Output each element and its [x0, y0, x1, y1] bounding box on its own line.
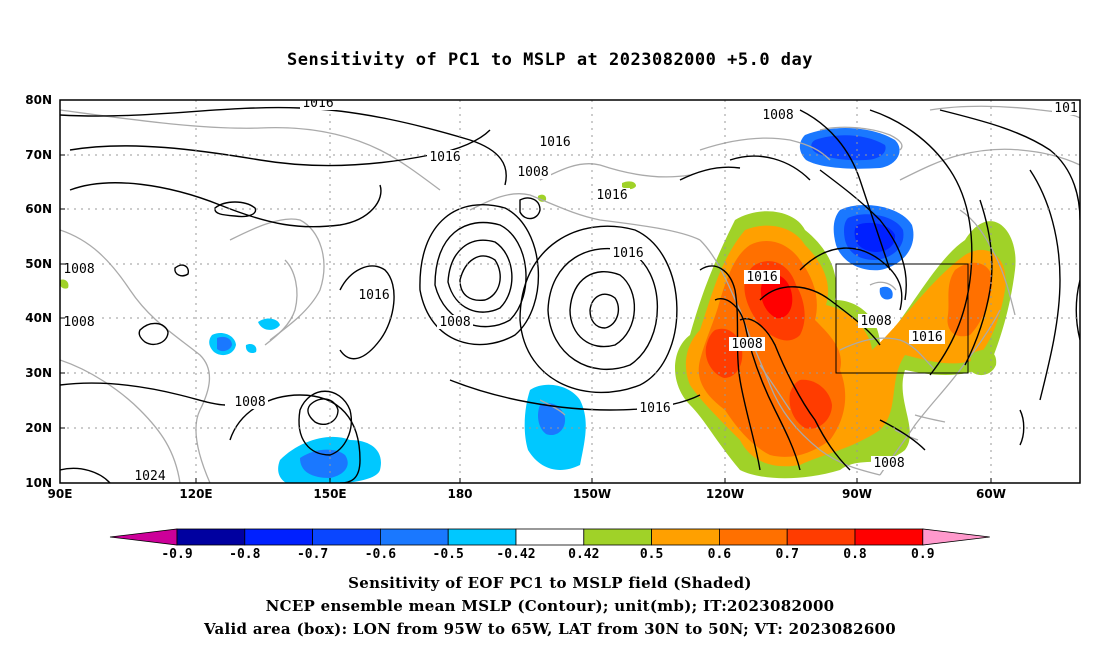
svg-text:1016: 1016 — [746, 270, 777, 285]
svg-text:1008: 1008 — [439, 315, 470, 330]
contour-label: 1008 — [858, 314, 894, 329]
contour-label: 1016 — [594, 188, 630, 203]
svg-text:1016: 1016 — [539, 135, 570, 150]
contour-label: 1016 — [610, 246, 646, 261]
contour-label: 1008 — [729, 337, 765, 352]
lon-label: 60W — [976, 487, 1006, 501]
axis-ticks — [60, 154, 992, 483]
contour-label: 1016 — [909, 330, 945, 345]
lat-label: 10N — [25, 476, 52, 490]
lon-label: 180 — [447, 487, 472, 501]
latitude-labels: 80N 70N 60N 50N 40N 30N 20N 10N — [25, 93, 52, 490]
colorbar-swatch — [854, 528, 924, 546]
colorbar-label: -0.8 — [229, 547, 260, 562]
svg-text:1016: 1016 — [429, 150, 460, 165]
map-plot-area: 1016 1016 1016 1016 1016 1016 1016 1016 1008 1008… — [60, 96, 1080, 484]
colorbar-label: -0.5 — [433, 547, 464, 562]
longitude-labels: 90E 120E 150E 180 150W 120W 90W 60W — [48, 487, 1006, 501]
caption-line-1: Sensitivity of EOF PC1 to MSLP field (Sh… — [348, 574, 752, 592]
svg-text:1016: 1016 — [302, 96, 333, 111]
contour-label: 1008 — [232, 395, 268, 410]
contour-labels: 1016 1016 1016 1016 1016 1016 1016 1016 1008 1008… — [61, 96, 1080, 484]
colorbar-label: -0.42 — [496, 547, 535, 562]
svg-text:1016: 1016 — [639, 401, 670, 416]
colorbar-label: 0.5 — [640, 547, 663, 562]
contour-label: 1016 — [537, 135, 573, 150]
svg-text:1016: 1016 — [612, 246, 643, 261]
lat-label: 40N — [25, 311, 52, 325]
colorbar-label: 0.6 — [708, 547, 732, 562]
svg-text:1016: 1016 — [911, 330, 942, 345]
caption-line-2: NCEP ensemble mean MSLP (Contour); unit(… — [265, 597, 835, 615]
contour-label: 1024 — [132, 469, 168, 484]
mslp-contours — [60, 106, 1080, 483]
colorbar-label: -0.7 — [297, 547, 328, 562]
svg-text:1008: 1008 — [731, 337, 762, 352]
colorbar-label: -0.9 — [161, 547, 192, 562]
negative-sensitivity-shading — [209, 128, 914, 483]
contour-label: 1016 — [744, 270, 780, 285]
svg-text:1008: 1008 — [63, 262, 94, 277]
contour-label: 1008 — [61, 315, 97, 330]
coastlines — [60, 105, 1080, 483]
contour-label: 101 — [1052, 101, 1080, 116]
colorbar-swatch — [312, 528, 381, 546]
lat-label: 70N — [25, 148, 52, 162]
colorbar-label: -0.6 — [365, 547, 396, 562]
colorbar-swatch — [447, 528, 517, 546]
contour-label: 1016 — [356, 288, 392, 303]
colorbar-label: 0.7 — [775, 547, 798, 562]
svg-text:1008: 1008 — [873, 456, 904, 471]
contour-label: 1008 — [760, 108, 796, 123]
colorbar-swatch — [176, 528, 246, 546]
colorbar-label: 0.8 — [843, 547, 867, 562]
svg-text:1008: 1008 — [762, 108, 793, 123]
contour-label: 1016 — [427, 150, 463, 165]
colorbar-swatch — [651, 528, 720, 546]
lat-label: 20N — [25, 421, 52, 435]
contour-label: 1016 — [300, 96, 336, 111]
caption-line-3: Valid area (box): LON from 95W to 65W, L… — [203, 620, 897, 638]
svg-text:1008: 1008 — [234, 395, 265, 410]
colorbar-swatch — [786, 528, 856, 546]
colorbar-swatch — [515, 528, 585, 546]
contour-label: 1008 — [515, 165, 551, 180]
colorbar: -0.9 -0.8 -0.7 -0.6 -0.5 -0.42 0.42 0.5 0.6 0.7 0.… — [109, 528, 990, 562]
colorbar-swatch — [244, 528, 314, 546]
contour-label: 1008 — [61, 262, 97, 277]
svg-text:1016: 1016 — [596, 188, 627, 203]
svg-text:101: 101 — [1054, 101, 1077, 116]
contour-label: 1008 — [871, 456, 907, 471]
svg-text:1016: 1016 — [358, 288, 389, 303]
lat-label: 30N — [25, 366, 52, 380]
lat-label: 50N — [25, 257, 52, 271]
colorbar-label: 0.9 — [911, 547, 934, 562]
colorbar-arrow-left — [109, 528, 178, 546]
map-frame — [59, 99, 1081, 484]
lon-label: 90E — [48, 487, 73, 501]
contour-label: 1008 — [437, 315, 473, 330]
colorbar-swatch — [583, 528, 652, 546]
lon-label: 120E — [179, 487, 212, 501]
lon-label: 150W — [573, 487, 611, 501]
lon-label: 90W — [842, 487, 872, 501]
contour-label: 1016 — [637, 401, 673, 416]
svg-text:1008: 1008 — [63, 315, 94, 330]
chart-title: Sensitivity of PC1 to MSLP at 2023082000… — [286, 50, 813, 70]
lat-label: 60N — [25, 202, 52, 216]
colorbar-label: 0.42 — [568, 547, 599, 562]
lon-label: 120W — [706, 487, 744, 501]
colorbar-swatch — [379, 528, 449, 546]
svg-text:1024: 1024 — [134, 469, 165, 484]
lon-label: 150E — [313, 487, 346, 501]
lat-label: 80N — [25, 93, 52, 107]
valid-area-box — [835, 263, 969, 374]
svg-text:1008: 1008 — [517, 165, 548, 180]
colorbar-arrow-right — [922, 528, 990, 546]
colorbar-swatch — [719, 528, 788, 546]
svg-text:1008: 1008 — [860, 314, 891, 329]
